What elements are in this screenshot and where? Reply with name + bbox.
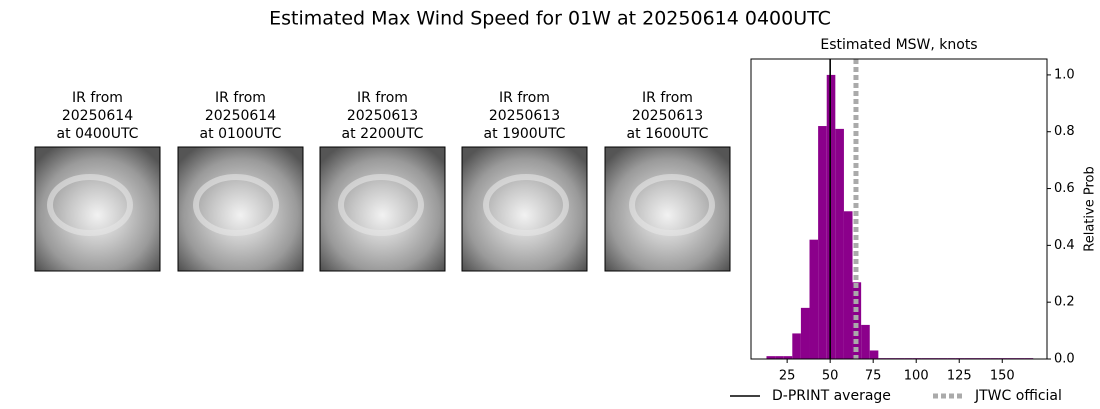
bar (826, 74, 836, 359)
y-tick-label: 0.4 (1054, 238, 1075, 253)
figure-title: Estimated Max Wind Speed for 01W at 2025… (269, 8, 831, 30)
panel-title: at 1600UTC (627, 126, 709, 142)
y-tick-label: 0.0 (1054, 352, 1075, 367)
panel-title: at 1900UTC (484, 126, 566, 142)
ir-image (34, 146, 161, 272)
ir-image (319, 146, 446, 272)
bar (835, 128, 844, 359)
chart-title: Estimated MSW, knots (820, 37, 977, 53)
bar (861, 324, 870, 359)
bar (869, 350, 879, 359)
y-tick-label: 0.8 (1054, 124, 1075, 139)
bar (766, 356, 776, 359)
cloud-band (338, 174, 424, 236)
bar (792, 333, 801, 359)
x-tick-label: 125 (947, 369, 972, 384)
x-tick-label: 100 (904, 369, 929, 384)
x-tick-label: 50 (822, 369, 839, 384)
panel-title: IR from (642, 90, 693, 106)
plot-frame (750, 58, 1048, 360)
panel-title: at 0400UTC (57, 126, 139, 142)
y-tick-label: 1.0 (1054, 67, 1075, 82)
cloud-band (483, 174, 569, 236)
panel-title: 20250613 (632, 108, 703, 124)
y-tick-label: 0.2 (1054, 295, 1075, 310)
bar (783, 356, 793, 359)
panel-title: IR from (215, 90, 266, 106)
bar (818, 126, 827, 359)
panel-title: IR from (499, 90, 550, 106)
bar (852, 282, 862, 359)
cloud-band (629, 174, 715, 236)
panel-title: at 2200UTC (342, 126, 424, 142)
bar (843, 211, 853, 359)
legend-label: JTWC official (974, 388, 1062, 404)
panel-title: at 0100UTC (200, 126, 282, 142)
panel-title: 20250613 (489, 108, 560, 124)
legend-label: D-PRINT average (772, 388, 891, 404)
panel-title: 20250613 (347, 108, 418, 124)
panel-title: 20250614 (62, 108, 133, 124)
bar (800, 307, 810, 359)
panel-title: IR from (357, 90, 408, 106)
bar (809, 239, 819, 359)
bar (775, 356, 784, 359)
panel-title: IR from (72, 90, 123, 106)
cloud-band (47, 174, 133, 236)
x-tick-label: 150 (990, 369, 1015, 384)
cloud-band (193, 174, 279, 236)
panel-title: 20250614 (205, 108, 276, 124)
x-tick-label: 75 (865, 369, 882, 384)
y-tick-label: 0.6 (1054, 181, 1075, 196)
y-axis-label: Relative Prob (1083, 166, 1098, 251)
x-tick-label: 25 (779, 369, 796, 384)
